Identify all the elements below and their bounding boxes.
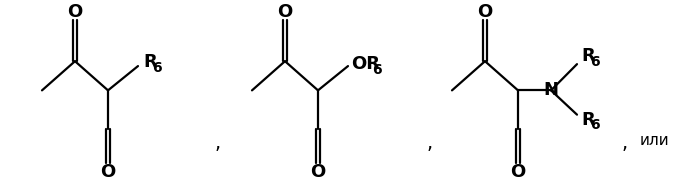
Text: O: O xyxy=(101,163,116,181)
Text: ,: , xyxy=(622,134,628,153)
Text: N: N xyxy=(544,81,558,99)
Text: R: R xyxy=(143,53,157,71)
Text: O: O xyxy=(477,3,493,21)
Text: ,: , xyxy=(427,134,433,153)
Text: O: O xyxy=(68,3,82,21)
Text: 6: 6 xyxy=(590,118,600,132)
Text: или: или xyxy=(640,133,669,148)
Text: O: O xyxy=(311,163,326,181)
Text: R: R xyxy=(581,110,595,128)
Text: 6: 6 xyxy=(372,63,382,77)
Text: OR: OR xyxy=(351,55,380,73)
Text: 6: 6 xyxy=(152,61,162,75)
Text: O: O xyxy=(510,163,526,181)
Text: R: R xyxy=(581,47,595,65)
Text: ,: , xyxy=(215,134,221,153)
Text: 6: 6 xyxy=(590,55,600,69)
Text: O: O xyxy=(277,3,292,21)
